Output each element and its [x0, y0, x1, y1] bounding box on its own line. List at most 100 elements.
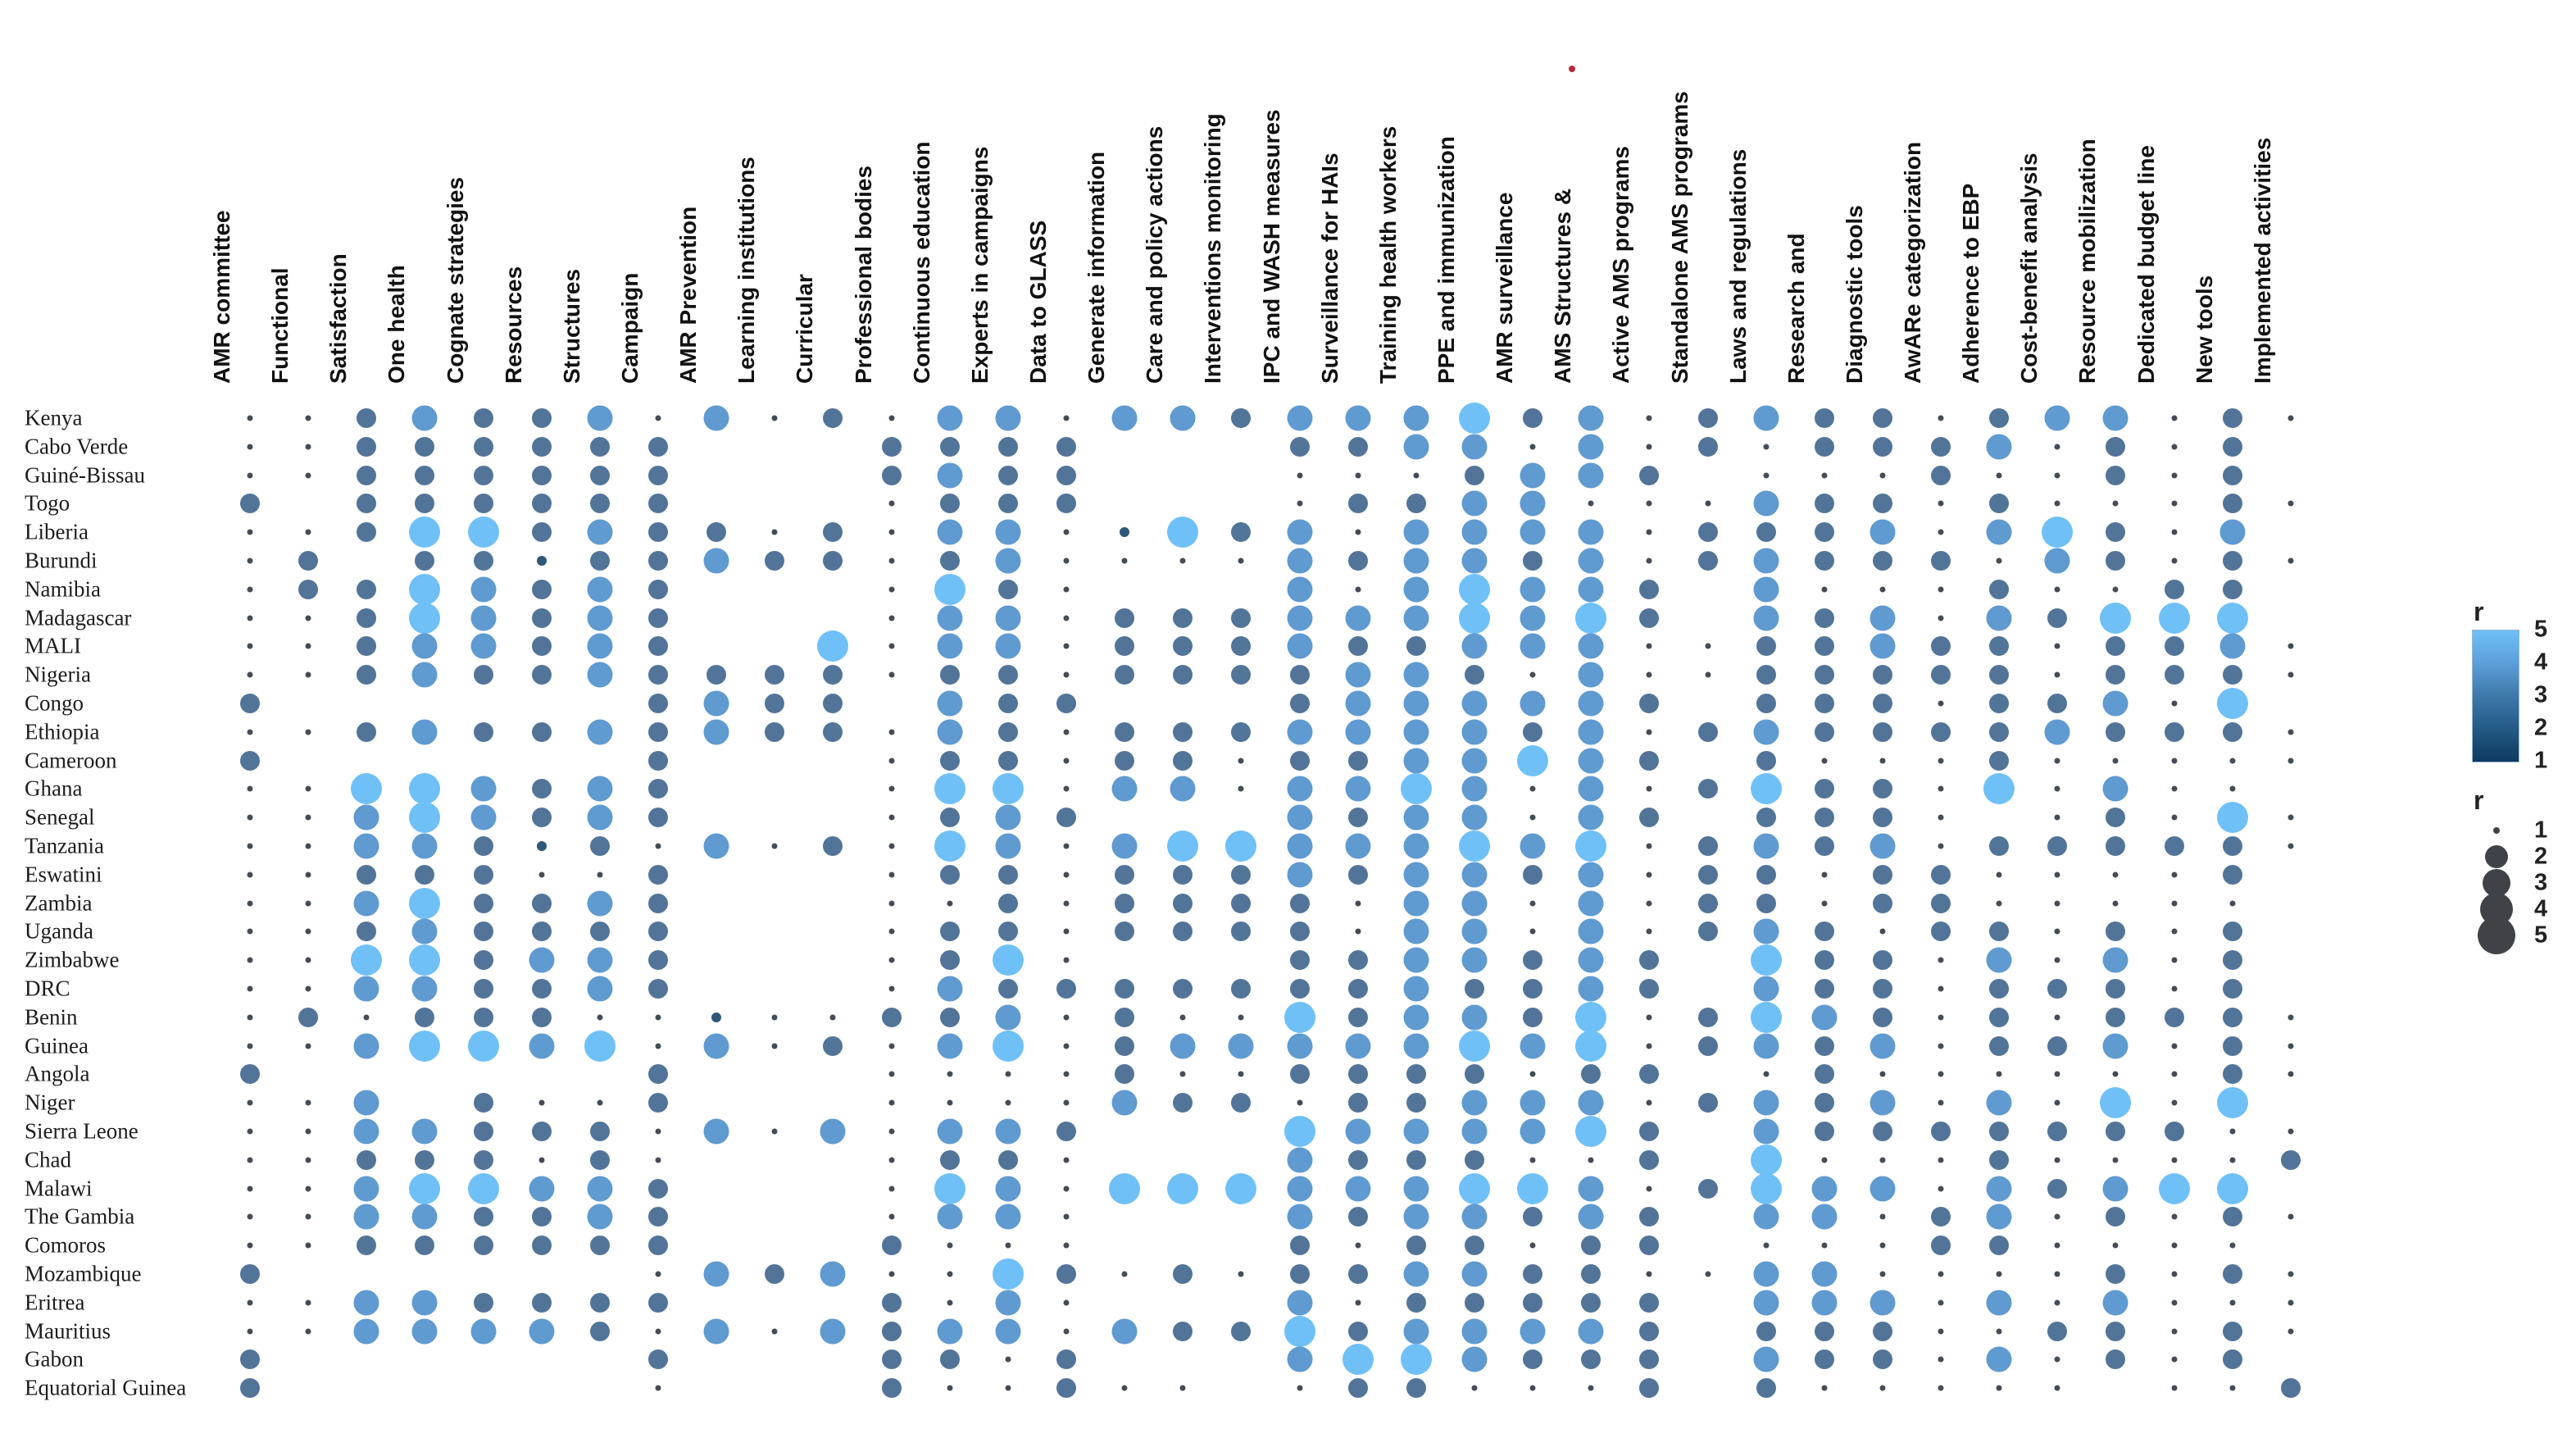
matrix-dot: [1646, 671, 1652, 678]
matrix-dot: [587, 405, 613, 431]
matrix-dot: [1063, 557, 1070, 564]
matrix-dot: [1996, 1071, 2002, 1077]
matrix-dot: [1938, 985, 1944, 992]
matrix-dot: [1938, 1271, 1944, 1277]
matrix-dot: [587, 633, 613, 659]
matrix-dot: [1872, 979, 1892, 999]
matrix-dot: [409, 802, 441, 834]
matrix-dot: [1814, 779, 1834, 799]
matrix-dot: [1578, 890, 1604, 917]
matrix-dot: [2054, 500, 2060, 507]
matrix-dot: [1115, 1064, 1135, 1085]
matrix-dot: [1938, 500, 1944, 507]
matrix-dot: [1697, 1035, 1718, 1056]
matrix-dot: [1821, 1385, 1828, 1391]
matrix-dot: [1989, 1122, 2010, 1141]
matrix-dot: [1063, 758, 1070, 764]
matrix-dot: [997, 665, 1018, 685]
matrix-dot: [1063, 1299, 1070, 1306]
row-label: Cabo Verde: [25, 434, 129, 459]
column-header: Data to GLASS: [1024, 220, 1051, 384]
matrix-dot: [589, 922, 610, 942]
matrix-dot: [1231, 864, 1252, 885]
matrix-dot: [2054, 643, 2060, 649]
matrix-dot: [1111, 1318, 1138, 1345]
matrix-dot: [305, 957, 311, 963]
matrix-dot: [1872, 893, 1892, 913]
matrix-dot: [1814, 1035, 1834, 1056]
matrix-dot: [2222, 436, 2242, 457]
matrix-dot: [1231, 1093, 1252, 1113]
matrix-dot: [1646, 500, 1652, 507]
column-header: AwARe categorization: [1900, 141, 1926, 384]
color-legend-tick: 2: [2534, 714, 2548, 741]
matrix-dot: [997, 979, 1018, 999]
matrix-dot: [1938, 814, 1944, 821]
matrix-dot: [1170, 776, 1196, 802]
matrix-dot: [1355, 928, 1361, 935]
matrix-dot: [2164, 1122, 2184, 1141]
matrix-dot: [1287, 1176, 1313, 1202]
matrix-dot: [353, 1033, 379, 1059]
matrix-dot: [2171, 557, 2178, 564]
matrix-dot: [1063, 729, 1070, 735]
matrix-dot: [939, 1349, 960, 1370]
matrix-dot: [470, 776, 497, 802]
matrix-dot: [703, 548, 729, 574]
matrix-dot: [531, 1236, 552, 1256]
matrix-dot: [1464, 465, 1484, 485]
matrix-dot: [538, 1099, 545, 1106]
matrix-dot: [1753, 918, 1779, 944]
matrix-dot: [1989, 1035, 2010, 1056]
matrix-dot: [1461, 1204, 1488, 1230]
matrix-dot: [1578, 947, 1604, 973]
matrix-dot: [1639, 694, 1660, 713]
matrix-dot: [2288, 1271, 2294, 1277]
matrix-dot: [1520, 633, 1546, 659]
column-header: Active AMS programs: [1608, 146, 1634, 384]
column-header: Resource mobilization: [2074, 139, 2101, 384]
matrix-dot: [1063, 1213, 1070, 1220]
matrix-dot: [411, 1204, 438, 1230]
matrix-dot: [473, 465, 493, 485]
matrix-dot: [1814, 1122, 1834, 1141]
matrix-dot: [820, 1261, 846, 1287]
matrix-dot: [1581, 1264, 1601, 1284]
matrix-dot: [1870, 1176, 1896, 1202]
matrix-dot: [1938, 758, 1944, 764]
matrix-dot: [353, 1090, 379, 1116]
row-label: Uganda: [25, 918, 93, 944]
matrix-dot: [647, 494, 668, 514]
matrix-dot: [473, 979, 493, 999]
matrix-dot: [473, 1122, 493, 1141]
color-legend-tick: 3: [2534, 681, 2548, 708]
matrix-dot: [597, 1014, 603, 1021]
column-header: Research and: [1783, 233, 1809, 384]
matrix-dot: [1179, 1014, 1186, 1021]
matrix-dot: [1753, 1118, 1779, 1145]
matrix-dot: [1588, 1157, 1594, 1163]
matrix-dot: [1705, 500, 1711, 507]
matrix-dot: [1238, 1014, 1244, 1021]
matrix-dot: [1173, 636, 1193, 657]
matrix-dot: [1639, 950, 1660, 971]
matrix-dot: [240, 750, 260, 771]
matrix-dot: [589, 1292, 610, 1313]
matrix-dot: [1756, 665, 1776, 685]
matrix-dot: [1458, 573, 1490, 605]
matrix-dot: [473, 893, 493, 913]
matrix-dot: [995, 605, 1021, 631]
matrix-dot: [1697, 779, 1718, 799]
matrix-dot: [1989, 408, 2010, 428]
matrix-dot: [247, 1213, 253, 1220]
matrix-dot: [589, 551, 610, 571]
matrix-dot: [415, 551, 435, 571]
matrix-dot: [1938, 1328, 1944, 1335]
matrix-dot: [1639, 979, 1660, 999]
matrix-dot: [1287, 1290, 1313, 1316]
matrix-dot: [2288, 814, 2294, 821]
matrix-dot: [1811, 1004, 1838, 1031]
matrix-dot: [589, 1321, 610, 1341]
matrix-dot: [820, 1318, 846, 1345]
matrix-dot: [357, 608, 377, 628]
